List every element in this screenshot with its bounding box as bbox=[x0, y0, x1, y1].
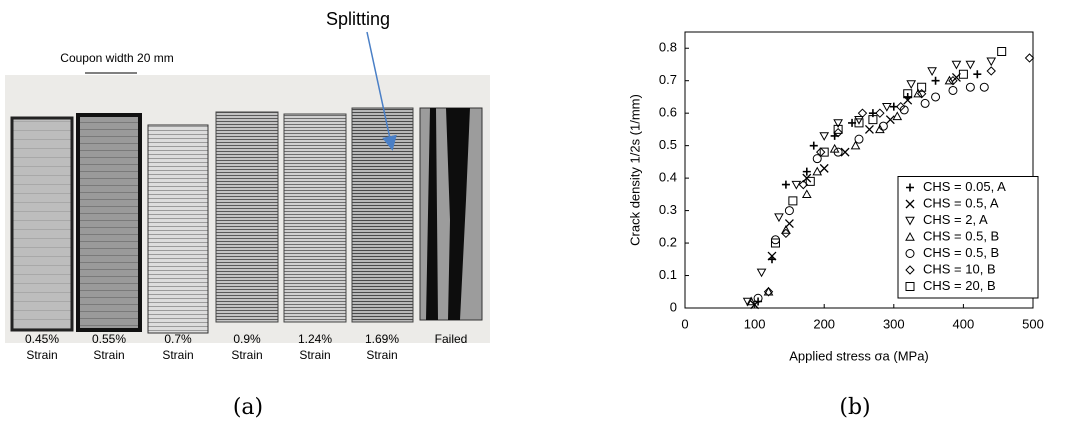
point bbox=[855, 116, 863, 123]
y-axis-label: Crack density 1/2s (1/mm) bbox=[627, 94, 642, 246]
legend-label: CHS = 0.5, B bbox=[923, 228, 999, 243]
x-tick-label: 500 bbox=[1022, 316, 1044, 331]
point bbox=[771, 236, 779, 244]
x-tick-label: 0 bbox=[681, 316, 688, 331]
coupon-label: Strain bbox=[93, 348, 124, 362]
scale-label: Coupon width 20 mm bbox=[60, 51, 173, 65]
coupon bbox=[352, 108, 413, 322]
coupon-label: 0.9% bbox=[233, 332, 261, 346]
point bbox=[820, 133, 828, 140]
coupon-label: 1.69% bbox=[365, 332, 399, 346]
y-tick-label: 0.8 bbox=[659, 40, 677, 55]
point bbox=[813, 168, 821, 175]
y-tick-label: 0.5 bbox=[659, 137, 677, 152]
point bbox=[883, 103, 891, 110]
coupon bbox=[12, 118, 72, 330]
point bbox=[855, 135, 863, 143]
point bbox=[973, 70, 981, 78]
legend-label: CHS = 2, A bbox=[923, 212, 988, 227]
point bbox=[803, 190, 811, 197]
point bbox=[1026, 54, 1034, 62]
point bbox=[987, 58, 995, 65]
coupon bbox=[78, 115, 140, 330]
point bbox=[966, 61, 974, 68]
point bbox=[810, 142, 818, 150]
point bbox=[932, 77, 940, 85]
caption: (b) bbox=[839, 395, 870, 420]
point bbox=[949, 86, 957, 94]
coupon-label: Strain bbox=[299, 348, 330, 362]
point bbox=[966, 83, 974, 91]
x-tick-label: 200 bbox=[813, 316, 835, 331]
point bbox=[907, 81, 915, 88]
point bbox=[980, 83, 988, 91]
legend-label: CHS = 0.05, A bbox=[923, 179, 1006, 194]
point bbox=[758, 269, 766, 276]
point bbox=[775, 214, 783, 221]
legend-label: CHS = 20, B bbox=[923, 278, 996, 293]
y-tick-label: 0.2 bbox=[659, 234, 677, 249]
coupon bbox=[284, 114, 346, 322]
x-axis-label: Applied stress σa (MPa) bbox=[789, 348, 929, 363]
annotation: Splitting bbox=[326, 9, 390, 29]
caption: (a) bbox=[233, 395, 263, 420]
y-tick-label: 0.7 bbox=[659, 72, 677, 87]
x-tick-label: 400 bbox=[953, 316, 975, 331]
coupon-label: Strain bbox=[231, 348, 262, 362]
chart-panel: Applied stress σa (MPa) Crack density 1/… bbox=[627, 32, 1043, 420]
point bbox=[952, 61, 960, 68]
coupon bbox=[216, 112, 278, 322]
point bbox=[928, 68, 936, 75]
y-tick-label: 0 bbox=[670, 299, 677, 314]
y-tick-label: 0.1 bbox=[659, 267, 677, 282]
coupon-label: 0.7% bbox=[164, 332, 192, 346]
coupon-label: Strain bbox=[366, 348, 397, 362]
x-tick-label: 100 bbox=[744, 316, 766, 331]
point bbox=[921, 99, 929, 107]
point bbox=[865, 125, 873, 133]
point bbox=[785, 207, 793, 215]
legend-label: CHS = 0.5, A bbox=[923, 195, 999, 210]
x-tick-label: 300 bbox=[883, 316, 905, 331]
legend-label: CHS = 10, B bbox=[923, 261, 996, 276]
coupon bbox=[148, 125, 208, 333]
point bbox=[932, 93, 940, 101]
coupon-label: Strain bbox=[162, 348, 193, 362]
point bbox=[820, 164, 828, 172]
coupon-label: Failed bbox=[435, 332, 468, 346]
coupon-label: Strain bbox=[26, 348, 57, 362]
coupon-label: 1.24% bbox=[298, 332, 332, 346]
y-tick-label: 0.4 bbox=[659, 170, 677, 185]
point bbox=[998, 47, 1006, 55]
point bbox=[987, 67, 995, 75]
y-tick-label: 0.6 bbox=[659, 105, 677, 120]
coupon-label: 0.55% bbox=[92, 332, 126, 346]
legend-label: CHS = 0.5, B bbox=[923, 245, 999, 260]
y-tick-label: 0.3 bbox=[659, 202, 677, 217]
point bbox=[765, 288, 773, 295]
point bbox=[782, 181, 790, 189]
coupon-label: 0.45% bbox=[25, 332, 59, 346]
point bbox=[789, 197, 797, 205]
figure: Coupon width 20 mm Splitting (a) Applied… bbox=[0, 0, 1080, 428]
